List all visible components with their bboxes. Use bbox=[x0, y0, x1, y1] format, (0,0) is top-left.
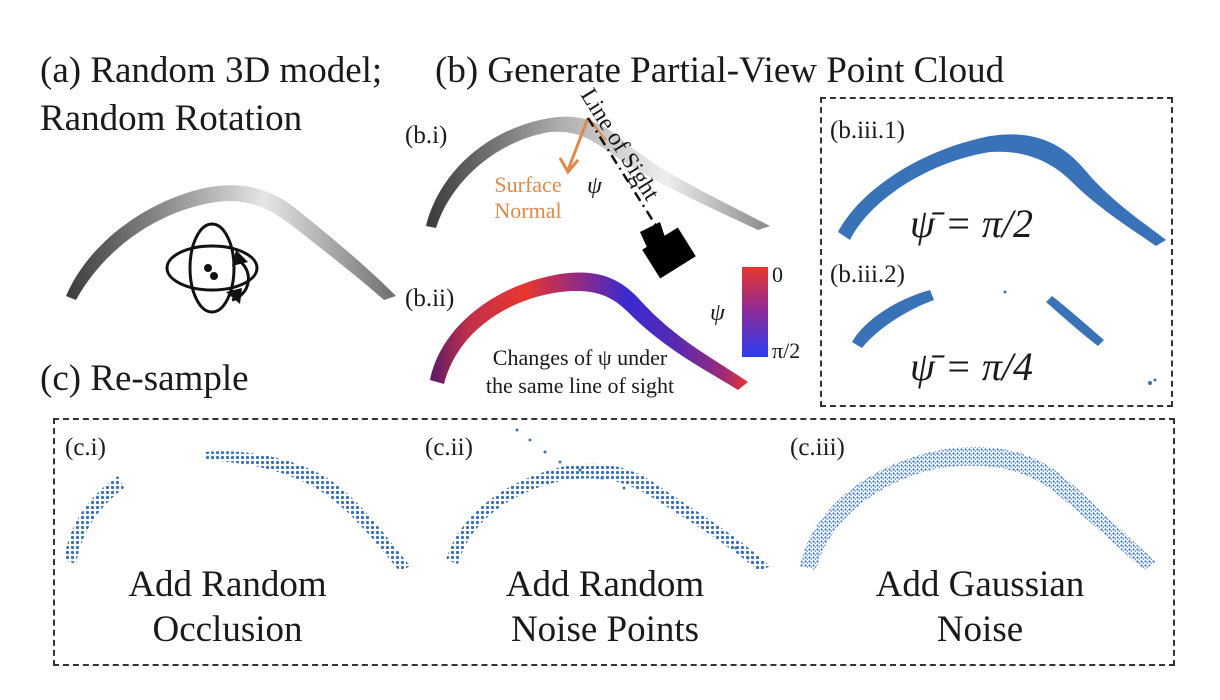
panel-label-ci: (c.i) bbox=[65, 434, 106, 461]
panel-label-bi: (b.i) bbox=[405, 122, 448, 149]
heading-a-line2: Random Rotation bbox=[40, 98, 303, 139]
colorbar-psi-label: ψ bbox=[710, 300, 725, 326]
bii-caption: Changes of ψ under the same line of sigh… bbox=[454, 344, 706, 400]
strip-biii2 bbox=[852, 290, 1157, 385]
strip-bi bbox=[426, 116, 770, 230]
pointcloud-cii bbox=[446, 428, 770, 572]
caption-ci-line2: Occlusion bbox=[152, 609, 303, 651]
camera-icon bbox=[640, 222, 696, 279]
caption-ciii-line1: Add Gaussian bbox=[875, 564, 1085, 605]
strip-bii bbox=[430, 272, 748, 390]
psi-colorbar bbox=[742, 267, 768, 357]
rotation-icon bbox=[165, 222, 259, 314]
caption-ciii-line2: Noise bbox=[936, 609, 1024, 651]
caption-ciii: Add Gaussian Noise bbox=[835, 562, 1125, 652]
colorbar-bottom-label: π/2 bbox=[772, 338, 801, 363]
caption-ci: Add Random Occlusion bbox=[95, 562, 360, 652]
caption-cii-line2: Noise Points bbox=[510, 609, 700, 651]
panel-label-biii2: (b.iii.2) bbox=[830, 261, 905, 288]
psi-angle-label: ψ bbox=[587, 173, 602, 199]
colorbar-top-label: 0 bbox=[772, 262, 783, 287]
surface-normal-line2: Normal bbox=[494, 198, 562, 224]
panel-label-ciii: (c.iii) bbox=[790, 434, 845, 461]
strip-a bbox=[66, 185, 396, 300]
pointcloud-ciii bbox=[800, 447, 1156, 570]
psi-bar-formula-1: ψ̄ = π/2 bbox=[910, 201, 1033, 246]
strip-biii1 bbox=[838, 134, 1166, 246]
pointcloud-ci bbox=[64, 451, 410, 572]
box-c bbox=[53, 418, 1175, 666]
panel-label-biii1: (b.iii.1) bbox=[830, 117, 905, 144]
psi-bar-formula-2: ψ̄ = π/4 bbox=[910, 344, 1033, 389]
heading-c: (c) Re-sample bbox=[40, 358, 249, 399]
bii-caption-line2: the same line of sight bbox=[485, 372, 675, 398]
caption-cii: Add Random Noise Points bbox=[465, 562, 745, 652]
line-of-sight bbox=[586, 117, 662, 233]
caption-cii-line1: Add Random bbox=[505, 564, 705, 605]
surface-normal-label: Surface Normal bbox=[478, 172, 578, 225]
surface-normal-line1: Surface bbox=[494, 172, 562, 197]
bii-caption-line1: Changes of ψ under bbox=[492, 345, 668, 370]
heading-b: (b) Generate Partial-View Point Cloud bbox=[435, 50, 1005, 91]
caption-ci-line1: Add Random bbox=[128, 564, 327, 605]
box-b-iii bbox=[820, 97, 1173, 407]
panel-label-cii: (c.ii) bbox=[425, 434, 473, 461]
heading-a-line1: (a) Random 3D model; bbox=[40, 50, 383, 91]
panel-label-bii: (b.ii) bbox=[405, 285, 455, 312]
